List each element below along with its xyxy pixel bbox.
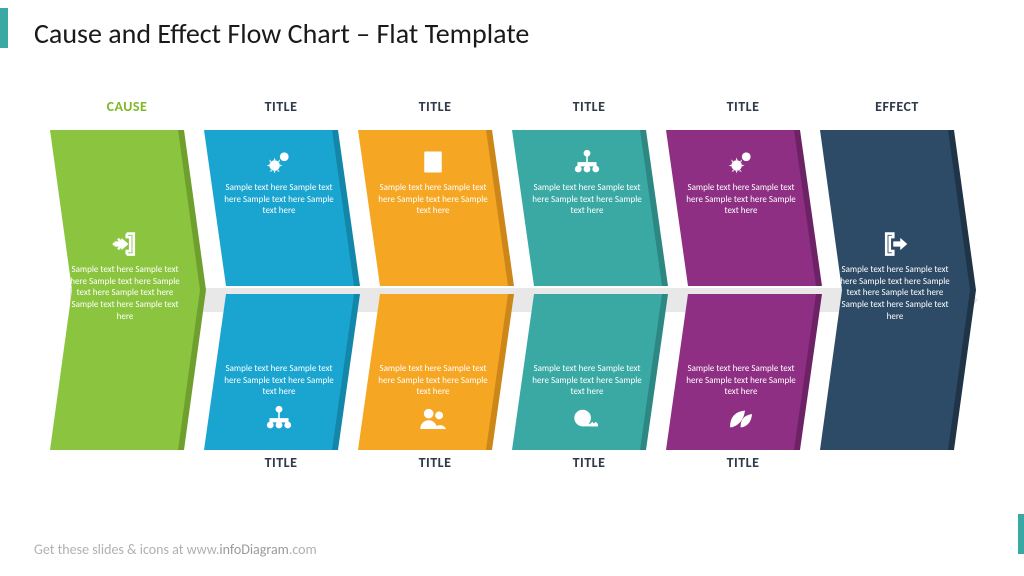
- column-bottom-label: TITLE: [666, 454, 820, 478]
- bottom-labels-row: TITLETITLETITLETITLE: [50, 454, 974, 478]
- column-top-label: TITLE: [204, 98, 358, 122]
- page-title: Cause and Effect Flow Chart – Flat Templ…: [34, 16, 529, 51]
- column-bottom-body: Sample text here Sample text here Sample…: [224, 363, 334, 432]
- flow-column-t4: Sample text here Sample text here Sample…: [666, 130, 816, 450]
- people-icon: [378, 404, 488, 432]
- column-text: Sample text here Sample text here Sample…: [686, 363, 796, 398]
- column-top-label: EFFECT: [820, 98, 974, 122]
- column-bottom-body: Sample text here Sample text here Sample…: [378, 363, 488, 432]
- cause-effect-diagram: CAUSETITLETITLETITLETITLEEFFECT Sample t…: [50, 98, 974, 478]
- top-labels-row: CAUSETITLETITLETITLETITLEEFFECT: [50, 98, 974, 122]
- column-text: Sample text here Sample text here Sample…: [378, 182, 488, 217]
- column-text: Sample text here Sample text here Sample…: [224, 182, 334, 217]
- column-top-label: TITLE: [666, 98, 820, 122]
- gears-icon: [224, 148, 334, 176]
- corner-accent: [1018, 514, 1024, 554]
- column-top-body: Sample text here Sample text here Sample…: [378, 148, 488, 217]
- enter-arrow-icon: [70, 230, 180, 258]
- column-text: Sample text here Sample text here Sample…: [224, 363, 334, 398]
- column-bottom-label: [820, 454, 974, 478]
- column-bottom-body: Sample text here Sample text here Sample…: [532, 363, 642, 432]
- leaf-icon: [686, 404, 796, 432]
- column-top-label: CAUSE: [50, 98, 204, 122]
- column-top-label: TITLE: [512, 98, 666, 122]
- column-top-body: Sample text here Sample text here Sample…: [532, 148, 642, 217]
- column-text: Sample text here Sample text here Sample…: [840, 264, 950, 322]
- org-chart-icon: [532, 148, 642, 176]
- column-bottom-label: TITLE: [512, 454, 666, 478]
- columns-wrap: Sample text here Sample text here Sample…: [50, 130, 974, 450]
- flow-column-t2: Sample text here Sample text here Sample…: [358, 130, 508, 450]
- gears-icon: [686, 148, 796, 176]
- exit-arrow-icon: [840, 230, 950, 258]
- accent-bar: [0, 8, 8, 48]
- column-bottom-label: TITLE: [358, 454, 512, 478]
- footer-text: Get these slides & icons at www.infoDiag…: [34, 541, 317, 558]
- column-bottom-label: [50, 454, 204, 478]
- flow-column-effect: Sample text here Sample text here Sample…: [820, 130, 970, 450]
- column-bottom-body: Sample text here Sample text here Sample…: [686, 363, 796, 432]
- footer-suffix: .com: [289, 541, 317, 558]
- column-text: Sample text here Sample text here Sample…: [70, 264, 180, 322]
- footer-domain: infoDiagram: [219, 541, 288, 558]
- footer-prefix: Get these slides & icons at www.: [34, 541, 219, 558]
- column-text: Sample text here Sample text here Sample…: [378, 363, 488, 398]
- flow-column-t3: Sample text here Sample text here Sample…: [512, 130, 662, 450]
- column-top-body: Sample text here Sample text here Sample…: [224, 148, 334, 217]
- bookmark-icon: [378, 148, 488, 176]
- column-top-body: Sample text here Sample text here Sample…: [686, 148, 796, 217]
- column-bottom-label: TITLE: [204, 454, 358, 478]
- tape-icon: [532, 404, 642, 432]
- org-chart-icon: [224, 404, 334, 432]
- column-body: Sample text here Sample text here Sample…: [840, 230, 950, 322]
- flow-column-t1: Sample text here Sample text here Sample…: [204, 130, 354, 450]
- flow-column-cause: Sample text here Sample text here Sample…: [50, 130, 200, 450]
- column-top-label: TITLE: [358, 98, 512, 122]
- column-text: Sample text here Sample text here Sample…: [532, 363, 642, 398]
- column-body: Sample text here Sample text here Sample…: [70, 230, 180, 322]
- column-text: Sample text here Sample text here Sample…: [686, 182, 796, 217]
- column-text: Sample text here Sample text here Sample…: [532, 182, 642, 217]
